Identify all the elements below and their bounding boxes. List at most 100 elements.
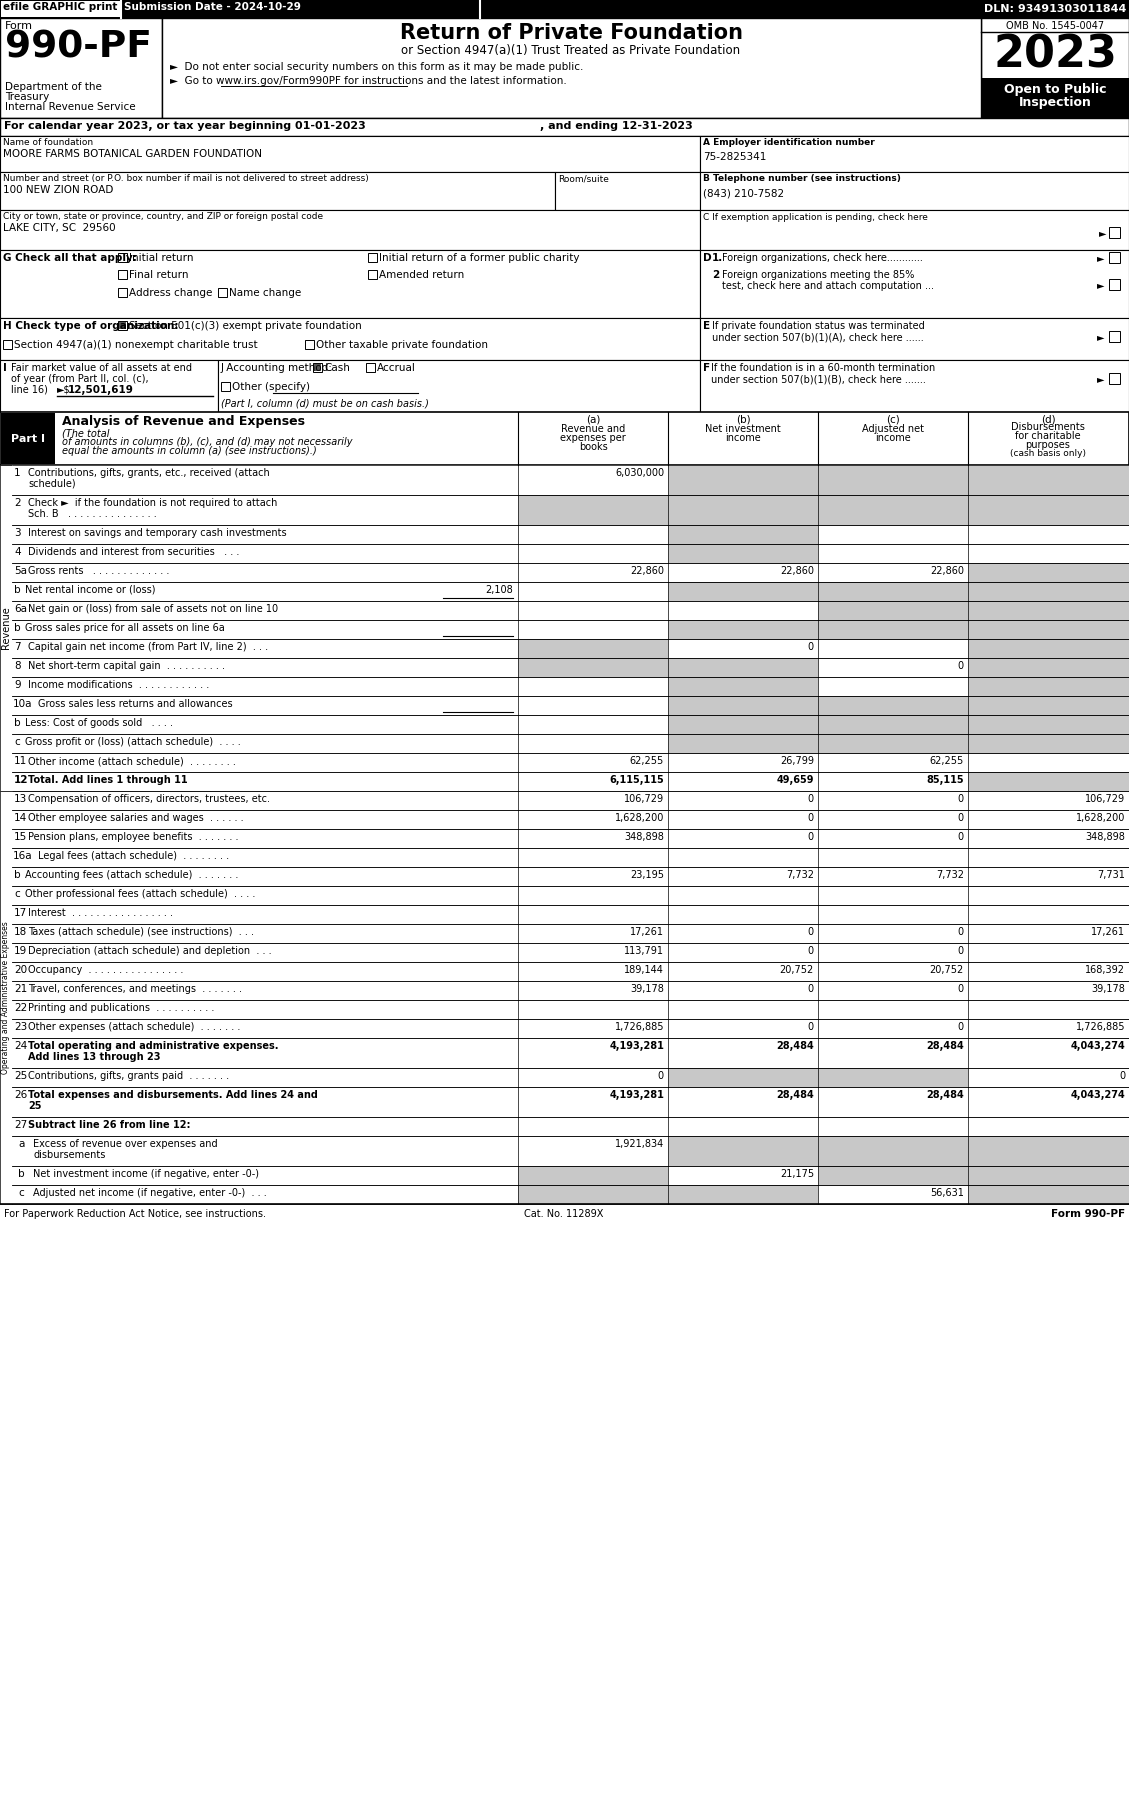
Bar xyxy=(12,1088,1129,1117)
Text: Accrual: Accrual xyxy=(377,363,415,372)
Text: of amounts in columns (b), (c), and (d) may not necessarily: of amounts in columns (b), (c), and (d) … xyxy=(62,437,352,448)
Text: 0: 0 xyxy=(957,662,964,671)
Text: 13: 13 xyxy=(14,795,27,804)
Text: ►: ► xyxy=(1097,374,1104,385)
Bar xyxy=(819,601,968,620)
Bar xyxy=(968,583,1129,601)
Text: E: E xyxy=(703,322,710,331)
Text: Subtract line 26 from line 12:: Subtract line 26 from line 12: xyxy=(28,1120,191,1129)
Text: 17,261: 17,261 xyxy=(1091,928,1124,937)
Text: 990-PF: 990-PF xyxy=(5,31,152,67)
Text: G Check all that apply:: G Check all that apply: xyxy=(3,254,137,263)
Text: 11: 11 xyxy=(14,755,27,766)
Text: 7,732: 7,732 xyxy=(786,870,814,879)
Bar xyxy=(12,716,1129,734)
Text: Cash: Cash xyxy=(324,363,350,372)
Text: For calendar year 2023, or tax year beginning 01-01-2023: For calendar year 2023, or tax year begi… xyxy=(5,120,366,131)
Text: , and ending 12-31-2023: , and ending 12-31-2023 xyxy=(540,120,693,131)
Text: For Paperwork Reduction Act Notice, see instructions.: For Paperwork Reduction Act Notice, see … xyxy=(5,1208,266,1219)
Bar xyxy=(218,288,227,297)
Text: 0: 0 xyxy=(957,813,964,823)
Text: 189,144: 189,144 xyxy=(624,966,664,975)
Bar xyxy=(819,1136,968,1165)
Text: Taxes (attach schedule) (see instructions)  . . .: Taxes (attach schedule) (see instruction… xyxy=(28,928,254,937)
Text: 62,255: 62,255 xyxy=(930,755,964,766)
Text: 0: 0 xyxy=(808,1021,814,1032)
Text: 0: 0 xyxy=(808,795,814,804)
Text: Contributions, gifts, grants paid  . . . . . . .: Contributions, gifts, grants paid . . . … xyxy=(28,1072,229,1081)
Bar xyxy=(12,753,1129,771)
Bar xyxy=(668,525,819,545)
Text: B Telephone number (see instructions): B Telephone number (see instructions) xyxy=(703,174,901,183)
Bar xyxy=(0,791,12,1205)
Text: DLN: 93491303011844: DLN: 93491303011844 xyxy=(983,4,1126,14)
Text: Form 990-PF: Form 990-PF xyxy=(1051,1208,1124,1219)
Bar xyxy=(12,563,1129,583)
Text: Income modifications  . . . . . . . . . . . .: Income modifications . . . . . . . . . .… xyxy=(28,680,209,690)
Bar xyxy=(12,658,1129,678)
Text: 28,484: 28,484 xyxy=(777,1090,814,1100)
Text: ►: ► xyxy=(1099,228,1106,237)
Text: (Part I, column (d) must be on cash basis.): (Part I, column (d) must be on cash basi… xyxy=(221,397,429,408)
Bar xyxy=(968,1185,1129,1205)
Bar xyxy=(981,77,1129,119)
Text: (cash basis only): (cash basis only) xyxy=(1010,450,1086,458)
Text: 4: 4 xyxy=(14,547,20,557)
Bar xyxy=(12,886,1129,904)
Text: (b): (b) xyxy=(736,414,751,424)
Text: Form: Form xyxy=(5,22,33,31)
Text: 39,178: 39,178 xyxy=(1091,984,1124,994)
Bar xyxy=(819,1165,968,1185)
Text: disbursements: disbursements xyxy=(33,1151,105,1160)
Text: Other employee salaries and wages  . . . . . .: Other employee salaries and wages . . . … xyxy=(28,813,244,823)
Text: Add lines 13 through 23: Add lines 13 through 23 xyxy=(28,1052,160,1063)
Text: 22: 22 xyxy=(14,1003,27,1012)
Text: 12,501,619: 12,501,619 xyxy=(68,385,134,396)
Text: Net gain or (loss) from sale of assets not on line 10: Net gain or (loss) from sale of assets n… xyxy=(28,604,278,613)
Text: for charitable: for charitable xyxy=(1015,432,1080,441)
Text: 39,178: 39,178 xyxy=(630,984,664,994)
Text: c: c xyxy=(14,737,19,746)
Text: Pension plans, employee benefits  . . . . . . .: Pension plans, employee benefits . . . .… xyxy=(28,832,238,841)
Bar xyxy=(12,583,1129,601)
Text: 18: 18 xyxy=(14,928,27,937)
Bar xyxy=(12,601,1129,620)
Bar xyxy=(0,210,700,250)
Text: 113,791: 113,791 xyxy=(624,946,664,957)
Bar xyxy=(0,137,700,173)
Bar xyxy=(12,962,1129,982)
Text: Excess of revenue over expenses and: Excess of revenue over expenses and xyxy=(33,1138,218,1149)
Bar xyxy=(1,2,121,16)
Text: Department of the: Department of the xyxy=(5,83,102,92)
Text: Sch. B   . . . . . . . . . . . . . . .: Sch. B . . . . . . . . . . . . . . . xyxy=(28,509,157,520)
Text: Section 4947(a)(1) nonexempt charitable trust: Section 4947(a)(1) nonexempt charitable … xyxy=(14,340,257,351)
Text: (c): (c) xyxy=(886,414,900,424)
Text: If the foundation is in a 60-month termination: If the foundation is in a 60-month termi… xyxy=(711,363,935,372)
Text: 21,175: 21,175 xyxy=(780,1169,814,1179)
Text: 106,729: 106,729 xyxy=(1085,795,1124,804)
Text: 348,898: 348,898 xyxy=(1085,832,1124,841)
Text: 0: 0 xyxy=(808,984,814,994)
Bar xyxy=(968,466,1129,494)
Text: ►: ► xyxy=(1097,280,1104,289)
Text: 1,628,200: 1,628,200 xyxy=(614,813,664,823)
Bar xyxy=(12,942,1129,962)
Text: c: c xyxy=(18,1188,24,1197)
Text: 0: 0 xyxy=(957,984,964,994)
Text: Other taxable private foundation: Other taxable private foundation xyxy=(316,340,488,351)
Text: Address change: Address change xyxy=(129,288,212,298)
Text: Capital gain net income (from Part IV, line 2)  . . .: Capital gain net income (from Part IV, l… xyxy=(28,642,268,653)
Text: Inspection: Inspection xyxy=(1018,95,1092,110)
Bar xyxy=(1109,279,1120,289)
Bar xyxy=(12,849,1129,867)
Text: Adjusted net: Adjusted net xyxy=(863,424,924,433)
Text: Open to Public: Open to Public xyxy=(1004,83,1106,95)
Text: Total. Add lines 1 through 11: Total. Add lines 1 through 11 xyxy=(28,775,187,786)
Bar xyxy=(12,1165,1129,1185)
Text: (a): (a) xyxy=(586,414,601,424)
Text: Internal Revenue Service: Internal Revenue Service xyxy=(5,102,135,111)
Text: Travel, conferences, and meetings  . . . . . . .: Travel, conferences, and meetings . . . … xyxy=(28,984,242,994)
Bar xyxy=(518,658,668,678)
Text: 62,255: 62,255 xyxy=(630,755,664,766)
Text: OMB No. 1545-0047: OMB No. 1545-0047 xyxy=(1006,22,1104,31)
